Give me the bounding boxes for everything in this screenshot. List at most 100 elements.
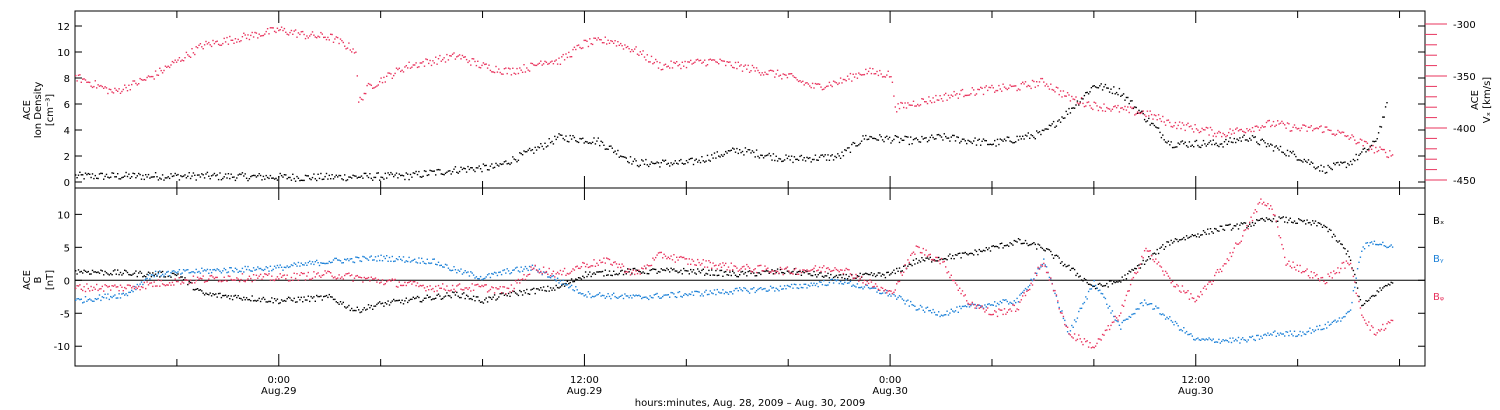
data-point <box>1204 143 1206 145</box>
data-point <box>1359 256 1362 258</box>
data-point <box>327 270 329 272</box>
data-point <box>1002 247 1004 249</box>
data-point <box>100 299 102 302</box>
data-point <box>349 258 351 260</box>
data-point <box>1247 339 1249 341</box>
data-point <box>879 289 881 291</box>
data-point <box>901 274 903 276</box>
data-point <box>1099 289 1101 291</box>
data-point <box>838 282 840 285</box>
data-point <box>1221 340 1223 343</box>
data-point <box>869 287 871 290</box>
data-point <box>203 294 206 296</box>
data-point <box>93 300 95 302</box>
data-point <box>1115 281 1118 283</box>
data-point <box>524 151 527 153</box>
data-point <box>1338 271 1341 274</box>
data-point <box>1171 146 1174 149</box>
data-point <box>1064 323 1066 326</box>
data-point <box>1254 222 1256 224</box>
data-point <box>327 36 329 39</box>
data-point <box>1041 129 1044 131</box>
data-point <box>971 87 973 89</box>
data-point <box>1072 326 1074 328</box>
data-point <box>366 277 368 280</box>
data-point <box>377 84 379 86</box>
data-point <box>704 59 706 61</box>
data-point <box>1284 335 1286 337</box>
data-point <box>1111 283 1114 285</box>
data-point <box>542 148 545 150</box>
data-point <box>935 256 937 259</box>
data-point <box>114 269 116 271</box>
data-point <box>339 260 342 262</box>
data-point <box>901 102 903 104</box>
y-tick-label: -10 <box>54 342 70 353</box>
data-point <box>526 275 528 277</box>
data-point <box>545 146 548 148</box>
data-point <box>1006 300 1008 303</box>
data-point <box>1288 219 1290 221</box>
data-point <box>1326 327 1328 329</box>
data-point <box>940 257 943 260</box>
data-point <box>1334 272 1336 275</box>
data-point <box>1034 138 1036 140</box>
data-point <box>316 259 318 262</box>
data-point <box>582 47 584 49</box>
data-point <box>816 282 818 285</box>
data-point <box>737 270 739 272</box>
data-point <box>877 139 880 141</box>
data-point <box>1212 139 1214 141</box>
data-point <box>1156 307 1158 309</box>
data-point <box>324 175 326 178</box>
data-point <box>888 290 891 292</box>
data-point <box>652 297 654 299</box>
data-point <box>234 38 237 40</box>
data-point <box>1209 338 1212 341</box>
data-point <box>722 262 724 264</box>
data-point <box>254 299 256 302</box>
data-point <box>1279 217 1282 220</box>
data-point <box>788 73 790 75</box>
top-data-points <box>75 26 1394 182</box>
data-point <box>105 173 108 176</box>
data-point <box>1129 316 1132 318</box>
data-point <box>869 135 871 138</box>
data-point <box>627 45 629 48</box>
data-point <box>897 270 899 272</box>
data-point <box>685 66 688 69</box>
data-point <box>1250 130 1252 133</box>
data-point <box>489 296 492 299</box>
data-point <box>1131 313 1133 316</box>
data-point <box>1141 110 1143 112</box>
data-point <box>547 276 549 278</box>
data-point <box>775 73 777 75</box>
data-point <box>456 291 458 294</box>
data-point <box>881 273 884 275</box>
data-point <box>1170 125 1172 128</box>
data-point <box>1356 268 1359 270</box>
data-point <box>111 172 113 174</box>
data-point <box>367 176 370 179</box>
data-point <box>1299 330 1301 333</box>
data-point <box>1136 271 1139 273</box>
data-point <box>478 278 480 280</box>
data-point <box>838 271 840 273</box>
data-point <box>292 33 294 35</box>
data-point <box>212 276 214 278</box>
data-point <box>153 176 155 178</box>
data-point <box>576 279 578 281</box>
data-point <box>583 262 585 264</box>
data-point <box>870 136 873 138</box>
data-point <box>743 273 745 275</box>
data-point <box>967 94 969 96</box>
data-point <box>1131 107 1133 110</box>
data-point <box>461 54 464 57</box>
data-point <box>1127 273 1129 275</box>
data-point <box>398 281 400 283</box>
data-point <box>638 270 640 273</box>
data-point <box>1082 343 1084 346</box>
data-point <box>1001 90 1003 92</box>
data-point <box>966 300 968 302</box>
